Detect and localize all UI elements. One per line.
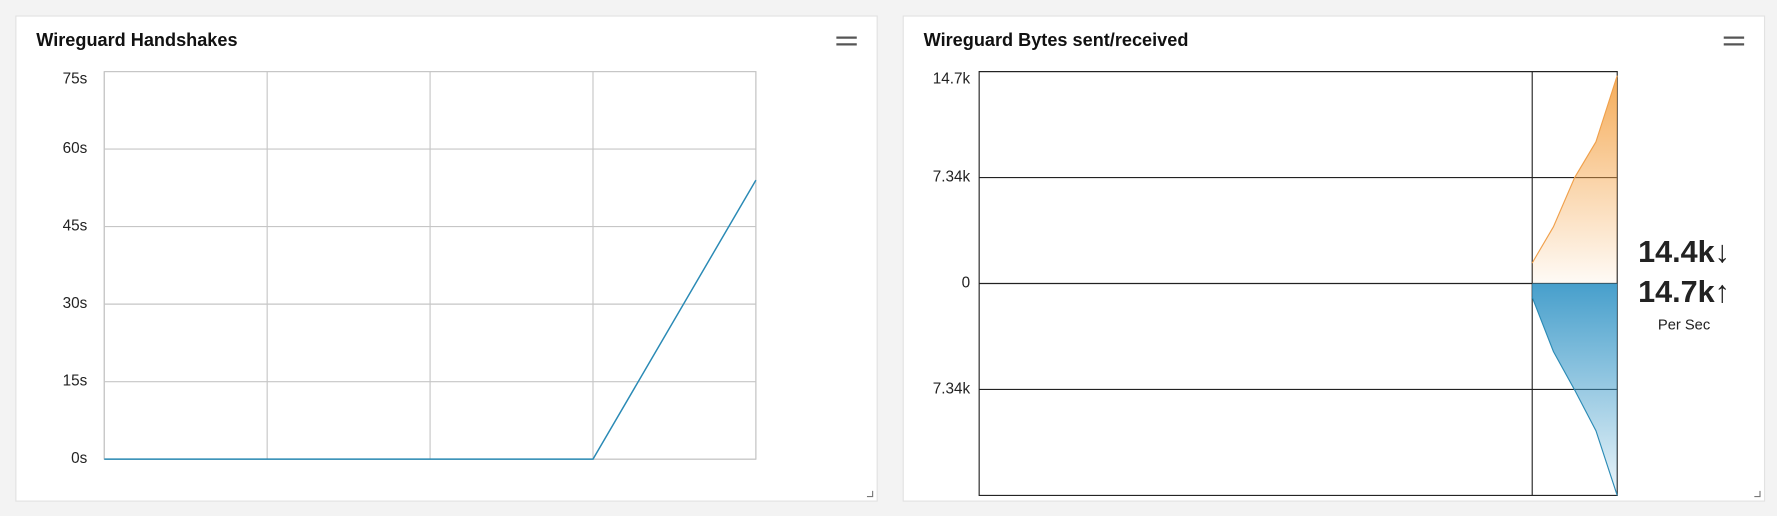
y-tick-label: 7.34k bbox=[933, 380, 971, 397]
rate-unit: Per Sec bbox=[1658, 317, 1710, 333]
sent-rate: 14.7k↑ bbox=[1638, 275, 1730, 309]
series-area bbox=[1532, 75, 1618, 284]
received-rate: 14.4k↓ bbox=[1638, 235, 1730, 269]
series-line bbox=[1531, 296, 1618, 496]
y-tick-label: 45s bbox=[63, 218, 88, 235]
resize-handle[interactable] bbox=[1754, 490, 1761, 498]
resize-handle[interactable] bbox=[866, 490, 874, 498]
menu-icon[interactable] bbox=[1723, 36, 1745, 46]
y-tick-label: 30s bbox=[63, 295, 88, 312]
y-tick-label: 0s bbox=[71, 450, 87, 467]
series-line bbox=[1531, 75, 1618, 264]
y-tick-label: 7.34k bbox=[933, 169, 971, 186]
charts: 0s 15s 30s 45s 60s 75s 14.7k 7.34k 0 7.34k bbox=[63, 71, 1618, 496]
panel-title: Wireguard Bytes sent/received bbox=[924, 30, 1189, 50]
panel bbox=[15, 15, 878, 502]
y-tick-label: 15s bbox=[63, 373, 88, 390]
y-tick-label: 0 bbox=[962, 275, 971, 292]
series-line bbox=[104, 179, 757, 460]
y-tick-label: 75s bbox=[63, 71, 88, 88]
menu-icon[interactable] bbox=[836, 36, 857, 46]
panel-title: Wireguard Handshakes bbox=[36, 30, 237, 50]
panel bbox=[902, 15, 1766, 502]
y-tick-label: 14.7k bbox=[933, 71, 971, 88]
y-tick-label: 60s bbox=[63, 140, 88, 157]
